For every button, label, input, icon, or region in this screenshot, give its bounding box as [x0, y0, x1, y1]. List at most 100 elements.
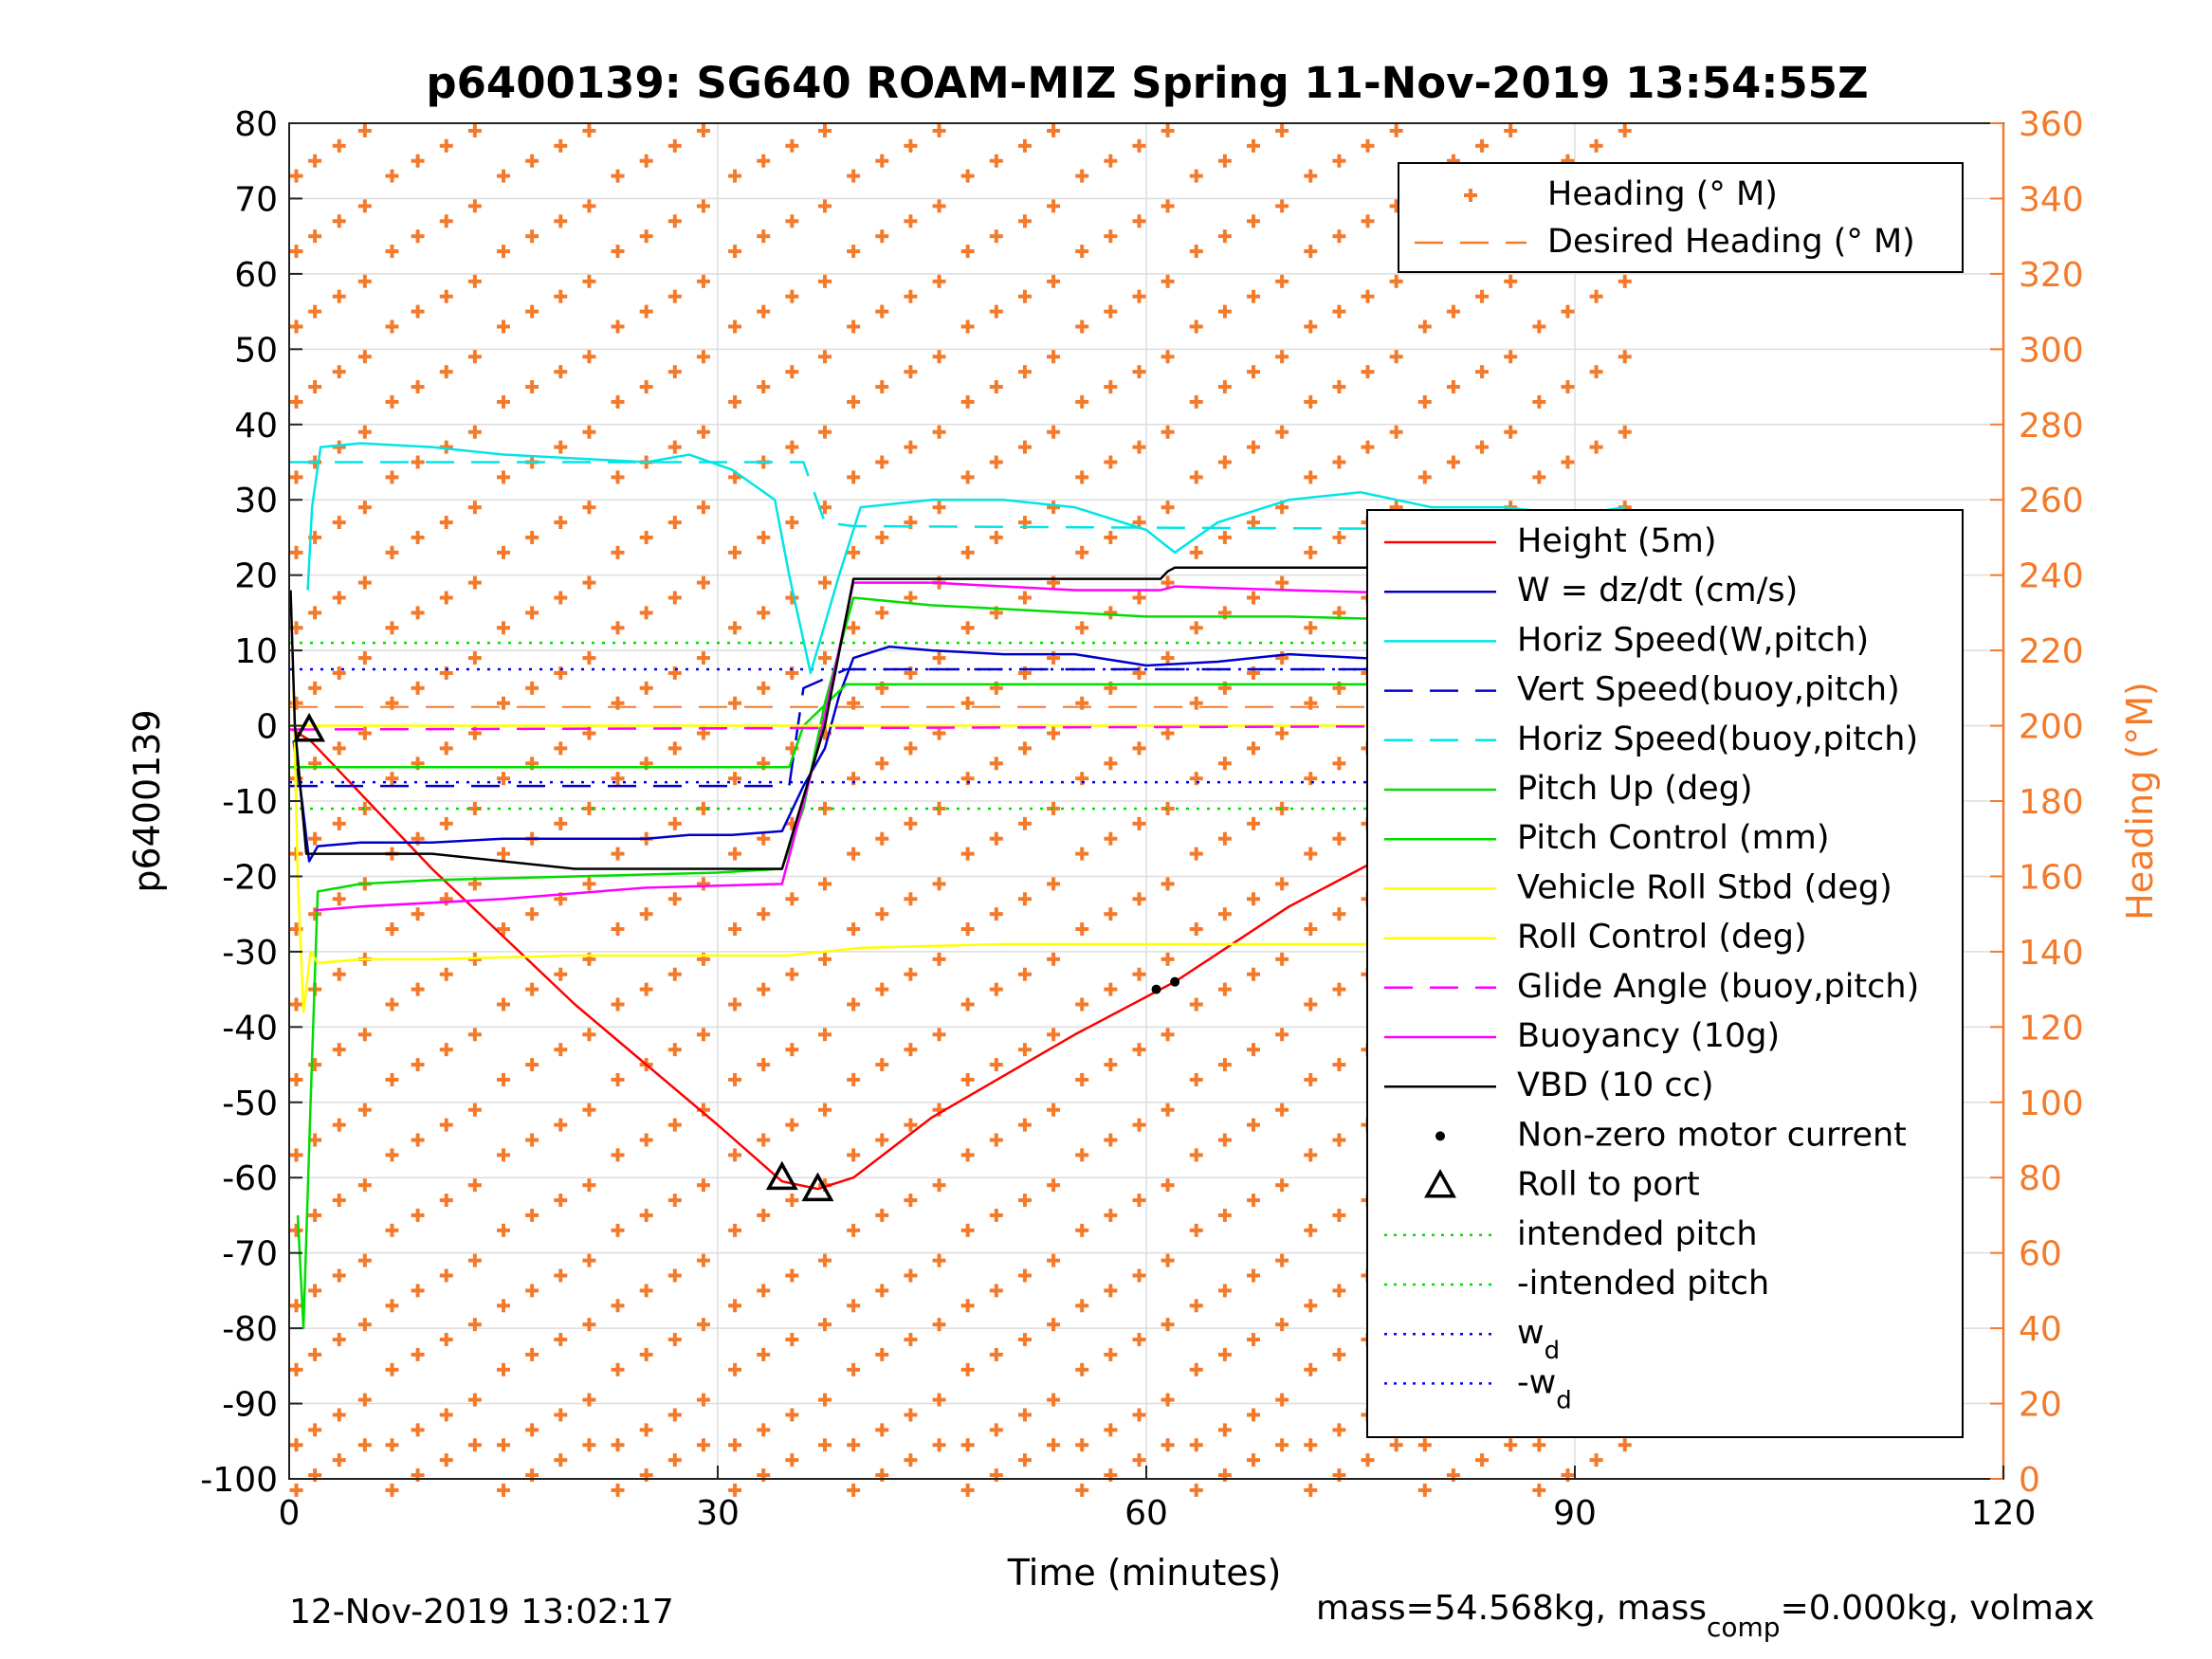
heading-point-17-4	[757, 1208, 771, 1222]
heading-point-12-10	[611, 772, 625, 786]
heading-point-26-14	[1017, 440, 1032, 454]
heading-point-30-6	[1132, 1043, 1146, 1057]
heading-point-5-12	[411, 606, 425, 620]
heading-point-43-18	[1504, 123, 1518, 137]
heading-point-0-7	[289, 997, 303, 1012]
heading-point-19-2	[818, 1318, 832, 1332]
heading-point-15-2	[696, 1318, 710, 1332]
heading-point-34-7	[1247, 967, 1260, 981]
legend-main-entry-11-label-text: VBD (10 cc)	[1517, 1066, 1714, 1104]
heading-point-36-7	[1304, 997, 1318, 1012]
heading-point-23-11	[932, 651, 946, 665]
heading-point-30-12	[1132, 591, 1146, 605]
heading-point-21-18	[875, 154, 889, 168]
heading-point-1-18	[308, 154, 322, 168]
heading-point-28-14	[1075, 470, 1089, 484]
heading-point-42-0	[1475, 1453, 1490, 1468]
heading-point-4-17	[385, 245, 399, 259]
heading-point-27-3	[1047, 1253, 1061, 1267]
heading-point-20-4	[847, 1223, 861, 1237]
heading-point-33-14	[1217, 455, 1232, 469]
left-tick-label-2: 60	[234, 256, 278, 295]
heading-point-44-0	[1532, 1483, 1546, 1497]
left-tick-label-10: -20	[222, 858, 278, 897]
heading-point-29-12	[1104, 606, 1118, 620]
right-tick-label-4: 280	[2019, 407, 2084, 446]
heading-point-8-16	[497, 319, 510, 334]
heading-point-25-10	[989, 757, 1003, 771]
heading-point-7-3	[467, 1253, 482, 1267]
heading-point-36-13	[1304, 545, 1318, 559]
legend-heading-entry-1: Desired Heading (° M)	[1415, 223, 1915, 261]
heading-point-0-2	[289, 1362, 303, 1376]
legend-main-entry-15-label: -intended pitch	[1517, 1265, 1769, 1303]
heading-point-6-18	[439, 138, 453, 153]
heading-point-23-2	[932, 1318, 946, 1332]
heading-point-5-15	[411, 380, 425, 394]
heading-point-18-14	[785, 440, 799, 454]
heading-point-8-1	[497, 1438, 510, 1452]
heading-point-13-12	[639, 606, 653, 620]
right-tick-label-3: 300	[2019, 331, 2084, 370]
heading-point-35-1	[1275, 1393, 1289, 1407]
heading-point-35-0	[1275, 1438, 1289, 1452]
heading-point-1-11	[308, 681, 322, 695]
heading-point-6-10	[439, 741, 453, 756]
heading-point-37-6	[1332, 1058, 1346, 1072]
series-group	[288, 442, 1633, 1330]
heading-point-11-11	[582, 651, 596, 665]
heading-point-32-16	[1189, 319, 1203, 334]
heading-point-25-1	[989, 1423, 1003, 1437]
heading-point-14-16	[667, 289, 682, 303]
heading-point-28-7	[1075, 997, 1089, 1012]
heading-point-18-15	[785, 365, 799, 379]
heading-point-33-4	[1217, 1208, 1232, 1222]
heading-point-36-4	[1304, 1223, 1318, 1237]
heading-point-10-18	[554, 138, 568, 153]
heading-point-28-13	[1075, 545, 1089, 559]
heading-point-36-15	[1304, 394, 1318, 409]
legend-heading-entry-1-label: Desired Heading (° M)	[1547, 223, 1915, 261]
x-tick-label-0: 0	[279, 1494, 301, 1533]
heading-point-3-10	[357, 726, 372, 740]
heading-point-47-14	[1618, 425, 1632, 439]
heading-point-28-12	[1075, 621, 1089, 635]
series-1-line	[292, 645, 1625, 863]
heading-point-3-13	[357, 501, 372, 515]
heading-point-22-8	[904, 892, 918, 906]
heading-point-36-2	[1304, 1362, 1318, 1376]
heading-point-0-15	[289, 394, 303, 409]
heading-point-27-5	[1047, 1103, 1061, 1117]
heading-point-20-0	[847, 1483, 861, 1497]
heading-point-36-16	[1304, 319, 1318, 334]
heading-point-2-10	[332, 741, 346, 756]
heading-point-2-3	[332, 1268, 346, 1283]
heading-point-40-16	[1417, 319, 1432, 334]
heading-point-15-15	[696, 350, 710, 364]
heading-point-22-14	[904, 440, 918, 454]
heading-point-36-9	[1304, 847, 1318, 861]
heading-point-42-14	[1475, 440, 1490, 454]
heading-point-27-0	[1047, 1438, 1061, 1452]
heading-point-24-11	[960, 696, 975, 710]
heading-point-31-0	[1161, 1438, 1175, 1452]
legend-main-entry-0-label: Height (5m)	[1517, 522, 1717, 560]
heading-point-2-13	[332, 516, 346, 530]
heading-point-39-18	[1389, 123, 1403, 137]
heading-point-21-16	[875, 304, 889, 319]
heading-point-29-13	[1104, 530, 1118, 544]
heading-point-8-12	[497, 621, 510, 635]
heading-point-20-6	[847, 1072, 861, 1086]
heading-point-6-13	[439, 516, 453, 530]
legend-main-entry-1: W = dz/dt (cm/s)	[1384, 572, 1798, 610]
x-axis-ticks: 0 30 60 90 120	[279, 1466, 2036, 1533]
heading-point-30-2	[1132, 1333, 1146, 1347]
heading-point-26-5	[1017, 1118, 1032, 1132]
heading-point-14-1	[667, 1408, 682, 1422]
heading-point-1-15	[308, 380, 322, 394]
heading-point-21-3	[875, 1284, 889, 1298]
heading-point-18-16	[785, 289, 799, 303]
heading-point-33-13	[1217, 530, 1232, 544]
heading-point-29-15	[1104, 380, 1118, 394]
heading-point-41-14	[1446, 455, 1460, 469]
